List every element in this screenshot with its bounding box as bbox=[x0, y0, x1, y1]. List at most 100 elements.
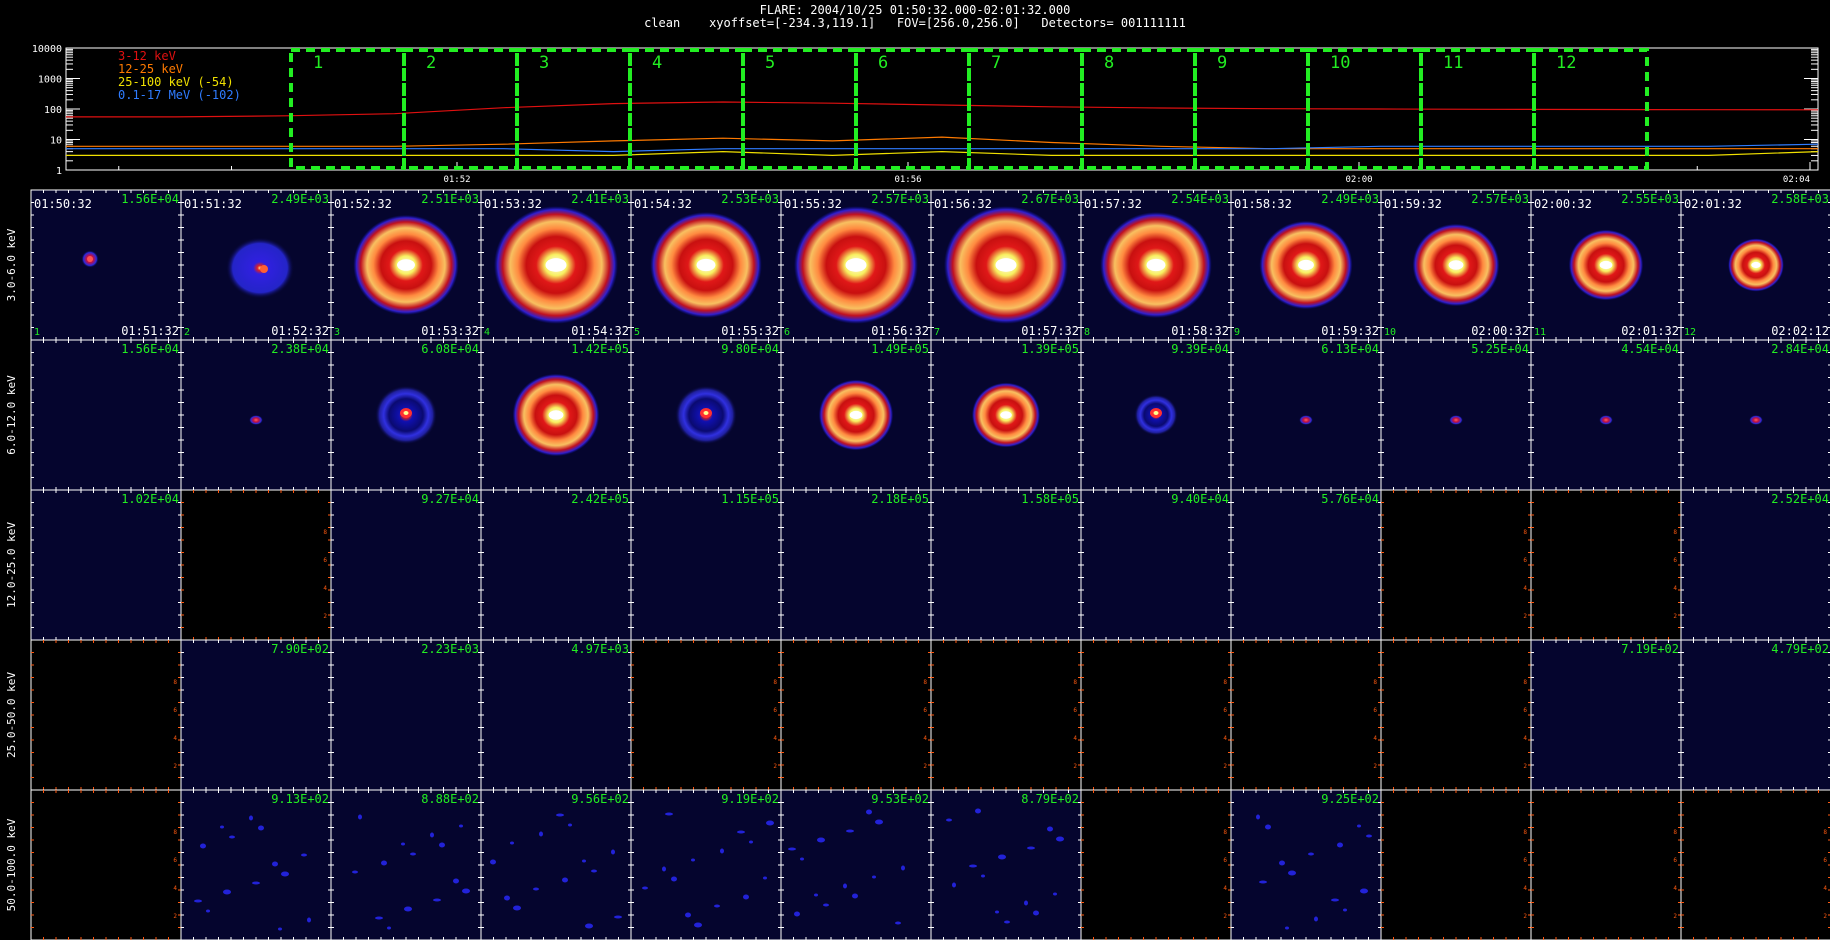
source-core bbox=[1146, 258, 1166, 272]
image-panel: 1.49E+05 bbox=[780, 339, 932, 491]
noise-speckle bbox=[387, 926, 391, 930]
panel-end-time: 01:54:32 bbox=[571, 324, 629, 338]
panel-peak-value: 9.13E+02 bbox=[271, 792, 329, 806]
blank-axis-label: 2 bbox=[1523, 763, 1527, 770]
source-core bbox=[995, 258, 1017, 272]
blank-axis-label: 8 bbox=[1373, 679, 1377, 686]
interval-box-10 bbox=[1306, 48, 1423, 170]
image-panel: 6.08E+04 bbox=[330, 339, 482, 491]
blank-axis-label: 8 bbox=[1673, 829, 1677, 836]
panel-peak-value: 8.88E+02 bbox=[421, 792, 479, 806]
title-line1: FLARE: 2004/10/25 01:50:32.000-02:01:32.… bbox=[759, 3, 1071, 17]
panel-interval-number: 11 bbox=[1534, 327, 1546, 338]
energy-band-label: 12.0-25.0 keV bbox=[5, 522, 18, 608]
noise-speckle bbox=[194, 899, 202, 903]
noise-speckle bbox=[691, 858, 695, 862]
image-panel: 2.53E+03 01:54:32 01:55:32 5 bbox=[630, 189, 782, 341]
panel-peak-value: 9.80E+04 bbox=[721, 342, 779, 356]
image-panel: 9.25E+02 bbox=[1230, 789, 1382, 940]
image-panel: 2 4 6 8 bbox=[630, 639, 782, 791]
interval-box-12 bbox=[1532, 48, 1649, 170]
noise-speckle bbox=[490, 859, 496, 865]
blank-axis-label: 4 bbox=[1523, 585, 1527, 592]
blank-axis-label: 8 bbox=[1523, 829, 1527, 836]
noise-speckle bbox=[1285, 926, 1289, 930]
blank-axis-label: 2 bbox=[1673, 613, 1677, 620]
blank-axis-label: 8 bbox=[1073, 679, 1077, 686]
panel-start-time: 01:51:32 bbox=[184, 197, 242, 211]
noise-speckle bbox=[568, 823, 572, 827]
image-panel: 5.25E+04 bbox=[1380, 339, 1532, 491]
noise-speckle bbox=[823, 903, 829, 907]
image-panel: 9.27E+04 bbox=[330, 489, 482, 641]
y-tick-label: 100 bbox=[44, 105, 62, 116]
noise-speckle bbox=[1366, 834, 1372, 838]
panel-frame bbox=[1230, 639, 1382, 791]
panel-peak-value: 2.53E+03 bbox=[721, 192, 779, 206]
noise-speckle bbox=[272, 861, 278, 867]
blank-axis-label: 2 bbox=[1073, 763, 1077, 770]
noise-speckle bbox=[995, 910, 999, 914]
noise-speckle bbox=[1265, 824, 1271, 830]
panel-frame bbox=[780, 639, 932, 791]
blank-axis-label: 2 bbox=[773, 763, 777, 770]
panel-peak-value: 4.79E+02 bbox=[1771, 642, 1829, 656]
noise-speckle bbox=[969, 864, 977, 868]
blank-axis-label: 4 bbox=[923, 735, 927, 742]
noise-speckle bbox=[952, 882, 956, 888]
panel-frame bbox=[1680, 489, 1830, 641]
noise-speckle bbox=[462, 888, 470, 894]
panel-frame bbox=[180, 789, 332, 940]
noise-speckle bbox=[582, 859, 586, 863]
noise-speckle bbox=[611, 849, 615, 855]
panel-peak-value: 6.08E+04 bbox=[421, 342, 479, 356]
panel-start-time: 01:55:32 bbox=[784, 197, 842, 211]
noise-speckle bbox=[662, 866, 666, 872]
panel-peak-value: 1.49E+05 bbox=[871, 342, 929, 356]
image-panel: 7.19E+02 bbox=[1530, 639, 1682, 791]
interval-box-3 bbox=[515, 48, 632, 170]
panel-frame bbox=[780, 789, 932, 940]
blank-axis-label: 4 bbox=[1523, 735, 1527, 742]
y-tick-label: 10 bbox=[50, 136, 62, 147]
panel-frame bbox=[1530, 789, 1682, 940]
series-line-0 bbox=[66, 101, 1819, 118]
interval-label-5: 5 bbox=[765, 53, 775, 73]
image-panel: 9.13E+02 bbox=[180, 789, 332, 940]
panel-peak-value: 2.58E+03 bbox=[1771, 192, 1829, 206]
panel-peak-value: 2.57E+03 bbox=[1471, 192, 1529, 206]
blank-axis-label: 2 bbox=[173, 763, 177, 770]
image-panel: 2 4 6 8 bbox=[1080, 789, 1232, 940]
blank-axis-label: 6 bbox=[1223, 707, 1227, 714]
blank-axis-label: 6 bbox=[1673, 857, 1677, 864]
image-panel: 9.56E+02 bbox=[480, 789, 632, 940]
interval-box-4 bbox=[628, 48, 745, 170]
image-panel: 2 4 6 8 bbox=[930, 639, 1082, 791]
noise-speckle bbox=[307, 917, 311, 923]
noise-speckle bbox=[975, 808, 981, 814]
x-tick-label: 02:00 bbox=[1345, 175, 1372, 185]
image-panel: 1.42E+05 bbox=[480, 339, 632, 491]
image-panel: 9.80E+04 bbox=[630, 339, 782, 491]
noise-speckle bbox=[1004, 920, 1010, 924]
noise-speckle bbox=[749, 840, 753, 844]
blank-axis-label: 6 bbox=[173, 857, 177, 864]
blank-axis-label: 6 bbox=[173, 707, 177, 714]
blank-axis-label: 8 bbox=[1223, 829, 1227, 836]
panel-frame bbox=[30, 189, 182, 341]
noise-speckle bbox=[737, 830, 745, 834]
image-panel: 2.52E+04 bbox=[1680, 489, 1830, 641]
panel-peak-value: 9.39E+04 bbox=[1171, 342, 1229, 356]
panel-frame bbox=[330, 639, 482, 791]
image-panel: 2.55E+03 02:00:32 02:01:32 11 bbox=[1530, 189, 1682, 341]
image-panel: 2 4 6 8 bbox=[1530, 489, 1682, 641]
image-panel: 4.54E+04 bbox=[1530, 339, 1682, 491]
panel-peak-value: 2.84E+04 bbox=[1771, 342, 1829, 356]
noise-speckle bbox=[510, 841, 514, 845]
blank-axis-label: 6 bbox=[923, 707, 927, 714]
image-panel: 4.97E+03 bbox=[480, 639, 632, 791]
panel-peak-value: 5.76E+04 bbox=[1321, 492, 1379, 506]
noise-speckle bbox=[901, 865, 905, 871]
source-emission bbox=[249, 415, 263, 425]
noise-speckle bbox=[453, 878, 459, 884]
